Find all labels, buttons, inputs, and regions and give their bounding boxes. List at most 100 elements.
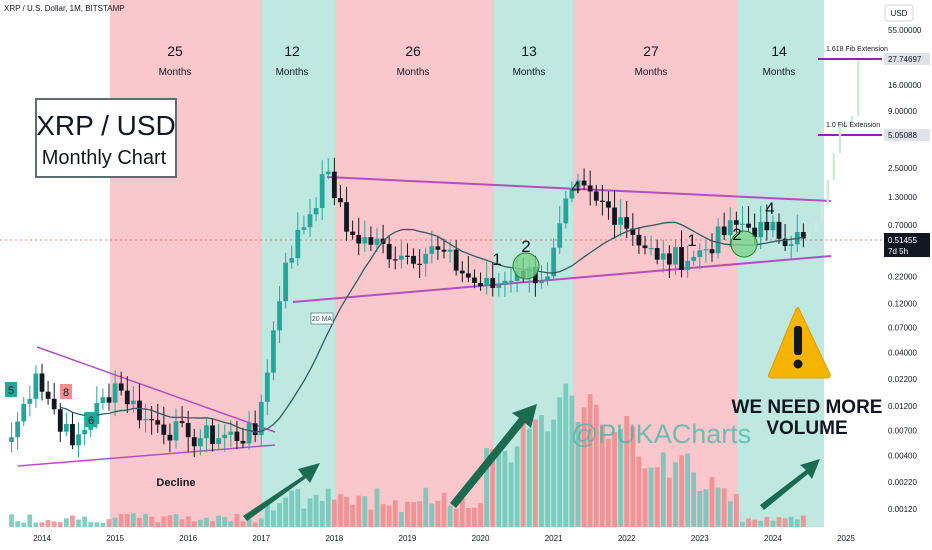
price-tick-label: 0.00220: [888, 478, 917, 487]
fib-1618-price-tag: [884, 53, 930, 65]
volume-bar: [264, 504, 270, 527]
volume-bar: [764, 516, 770, 527]
time-tick-label: 2021: [545, 534, 563, 543]
price-tick-label: 0.04000: [888, 349, 917, 358]
volume-bar: [106, 519, 112, 527]
candle-body: [344, 202, 349, 232]
volume-bar: [502, 450, 508, 527]
candle-body: [569, 187, 575, 199]
volume-bar: [234, 514, 240, 527]
candle-body: [130, 400, 136, 405]
time-tick-label: 2019: [399, 534, 417, 543]
volume-bar: [130, 513, 136, 527]
volume-bar: [417, 501, 423, 527]
price-tick-label: 55.00000: [888, 26, 922, 35]
candle-body: [100, 397, 106, 404]
candle-body: [666, 253, 672, 265]
zone-count-5: 27: [643, 43, 659, 59]
fib-1618-label: 1.618 Fib Extension: [826, 46, 888, 53]
volume-bar: [57, 522, 63, 527]
fib-1-label: 1.0 Fib Extension: [826, 122, 880, 129]
volume-bar: [581, 407, 587, 527]
volume-bar: [557, 397, 563, 527]
marker-8-box: [60, 384, 72, 399]
volume-bar: [508, 462, 514, 527]
volume-bar: [654, 467, 660, 527]
currency-button[interactable]: [884, 4, 914, 22]
volume-bar: [465, 508, 471, 527]
volume-bar: [301, 508, 307, 527]
volume-bar: [746, 518, 751, 527]
volume-bar: [709, 477, 715, 527]
candle-body: [575, 180, 581, 188]
volume-bar: [313, 494, 319, 527]
time-tick-label: 2024: [764, 534, 782, 543]
current-price-text: 0.51455: [888, 236, 917, 245]
arrow-2017: [243, 463, 320, 521]
arrow-2024: [760, 459, 820, 510]
volume-bar: [679, 455, 684, 527]
volume-bar: [593, 404, 599, 527]
volume-bar: [374, 488, 380, 527]
volume-bar: [599, 426, 605, 527]
candle-body: [764, 221, 770, 231]
zone-count-2: 12: [284, 43, 300, 59]
fib-1-price-tag: [884, 129, 930, 141]
candle-body: [149, 419, 155, 421]
volume-bar: [478, 503, 483, 527]
candle-body: [246, 423, 252, 444]
candle-body: [539, 280, 544, 284]
candle-body: [386, 243, 392, 260]
currency-button-label[interactable]: USD: [891, 9, 908, 18]
volume-bar: [27, 514, 33, 527]
wave-1a-label: 1: [492, 250, 501, 269]
volume-bar: [484, 448, 490, 527]
candle-body: [155, 420, 161, 425]
volume-bar: [648, 467, 654, 527]
wave-1b-label: 1: [687, 231, 696, 250]
volume-bar: [569, 395, 575, 527]
candle-body: [484, 277, 490, 287]
candle-body: [319, 174, 325, 208]
zone-label-5: Months: [635, 67, 668, 78]
candle-body: [167, 434, 173, 441]
price-tick-label: 0.70000: [888, 221, 917, 230]
volume-bar: [624, 416, 630, 527]
candle-body: [545, 276, 550, 281]
warning-sign: [767, 307, 831, 379]
volume-bar: [727, 501, 733, 527]
candle-body: [45, 391, 51, 399]
time-tick-label: 2025: [837, 534, 855, 543]
candle-body: [472, 277, 477, 283]
candle-body: [283, 262, 289, 302]
projection-candle: [826, 180, 829, 205]
title-box: XRP / USD Monthly Chart: [35, 98, 177, 178]
price-tick-label: 0.01200: [888, 402, 917, 411]
volume-bar: [277, 503, 282, 527]
volume-bar: [283, 497, 289, 527]
volume-bar: [703, 489, 709, 527]
trend-arrows: [243, 404, 820, 521]
projection-candle: [832, 152, 836, 181]
candle-body: [301, 227, 307, 230]
volume-bar: [545, 431, 550, 527]
candle-body: [368, 237, 374, 245]
volume-bar: [794, 519, 800, 527]
zone-labels: 25 Months 12 Months 26 Months 13 Months …: [159, 43, 796, 78]
time-tick-label: 2018: [325, 534, 343, 543]
volume-bar: [185, 516, 191, 527]
wave-2b-circle: [730, 230, 758, 258]
fib-1618-price-text: 27.74697: [888, 55, 922, 64]
wave-2a-circle: [512, 252, 540, 280]
marker-5-box: [5, 382, 17, 397]
candle-body: [161, 424, 167, 435]
volume-bar: [100, 522, 106, 527]
candle-body: [782, 238, 788, 247]
candle-body: [612, 207, 617, 225]
volume-bar: [642, 468, 648, 527]
candle-body: [618, 217, 624, 225]
symbol-header: XRP / U.S. Dollar, 1M, BITSTAMP: [4, 4, 125, 13]
candle-body: [307, 214, 313, 228]
candle-body: [33, 373, 39, 399]
volume-bar: [630, 426, 636, 527]
